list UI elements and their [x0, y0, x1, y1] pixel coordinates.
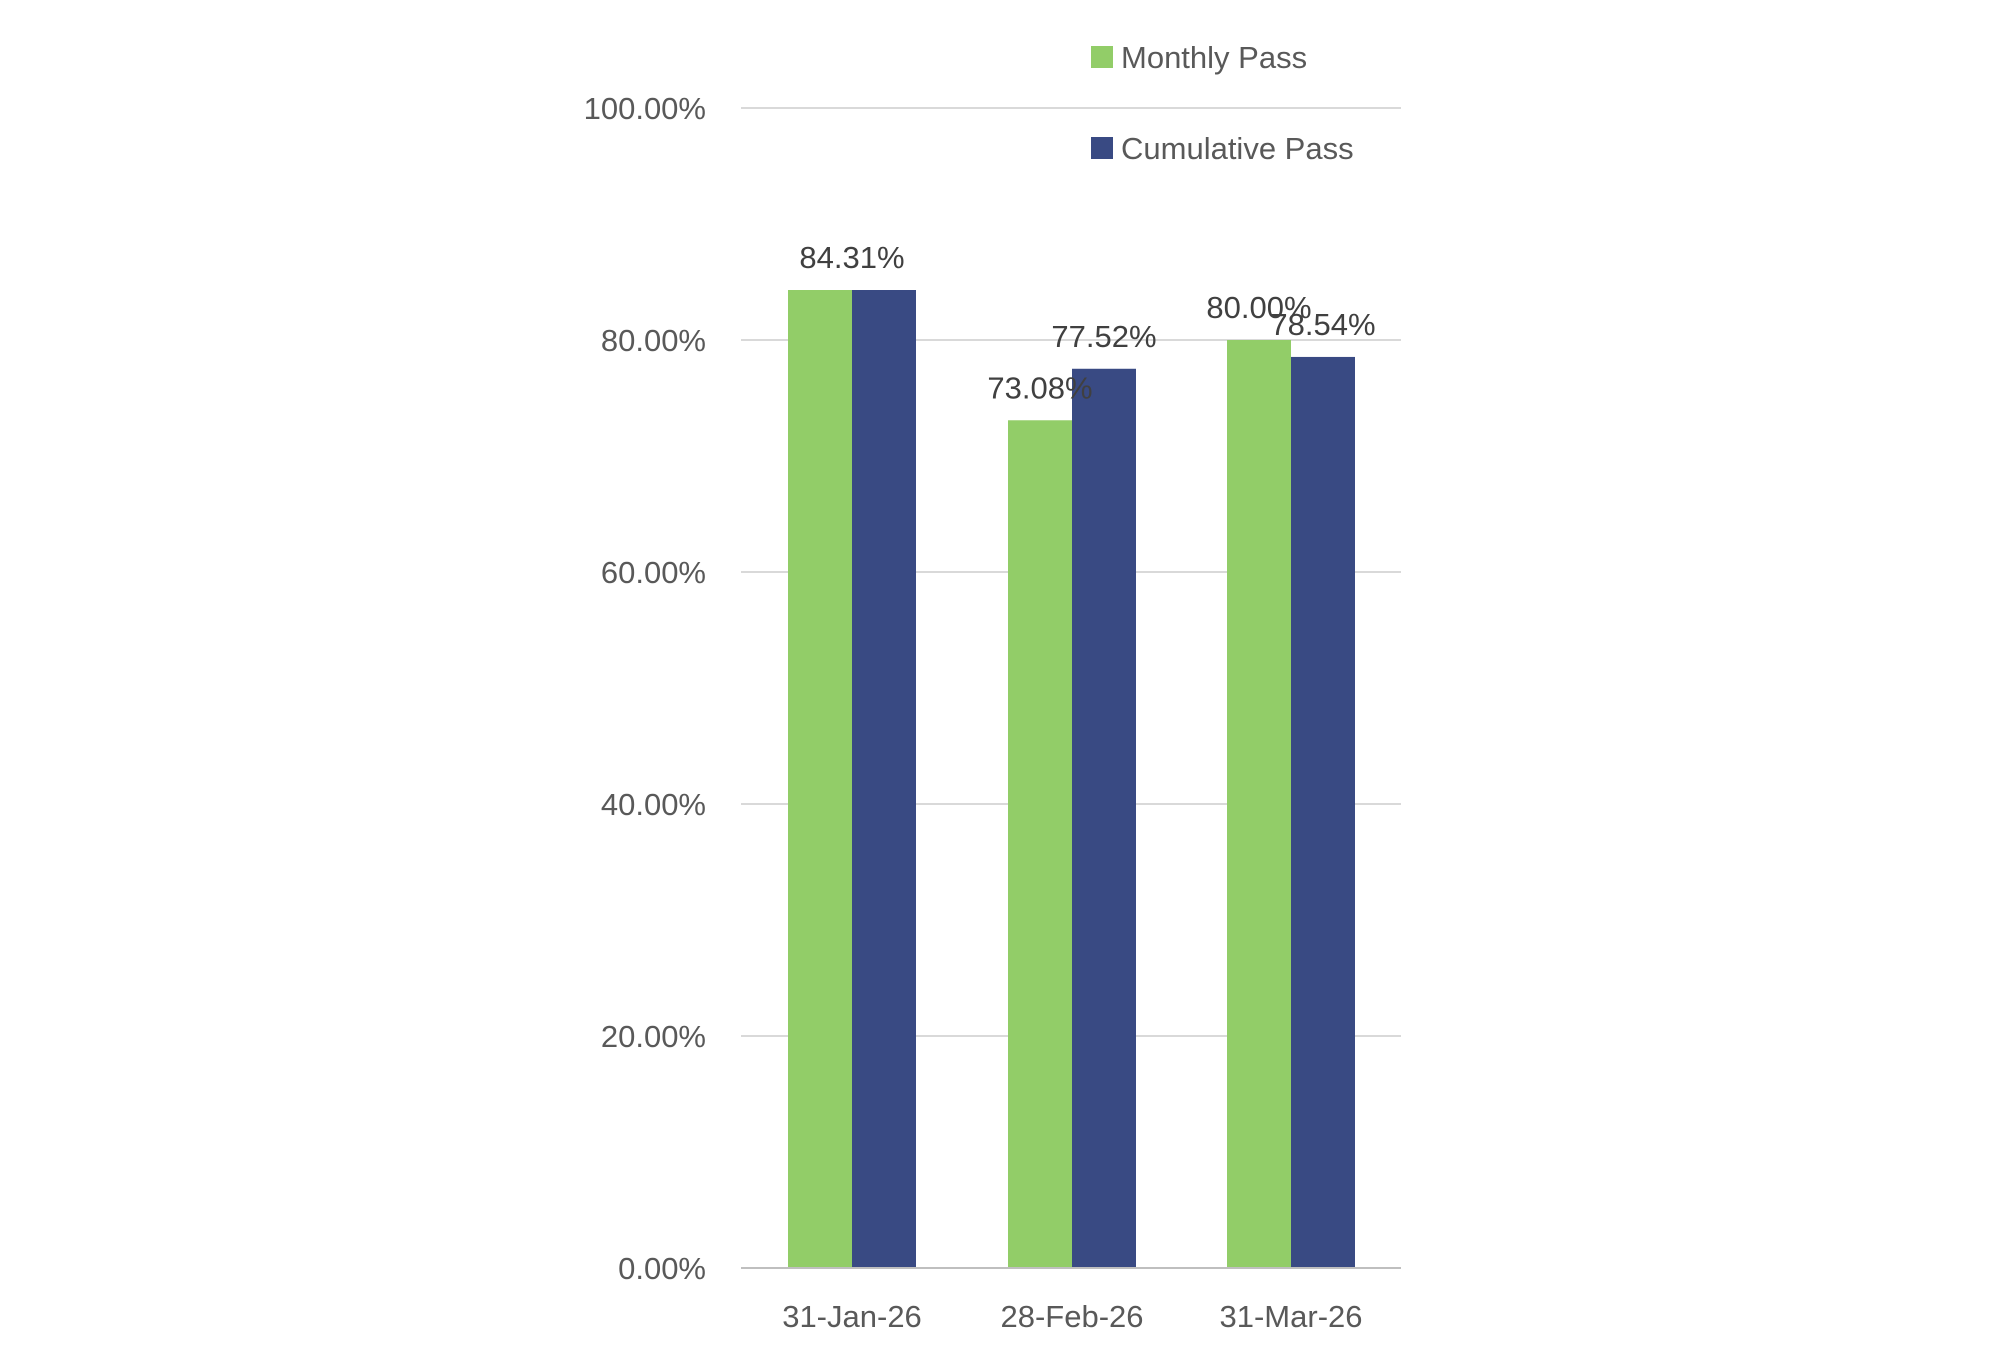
bar-cumulative-pass-1: [1072, 368, 1136, 1268]
legend-swatch-cumulative-pass: [1091, 137, 1113, 159]
legend-swatch-monthly-pass: [1091, 46, 1113, 68]
axes: 0.00% 20.00% 40.00% 60.00% 80.00% 100.00% 31-J…: [584, 91, 1401, 1334]
y-tick-label: 0.00%: [618, 1251, 706, 1286]
legend: Monthly Pass Cumulative Pass: [1091, 40, 1354, 166]
bar-monthly-pass-0: [788, 290, 852, 1268]
legend-label: Monthly Pass: [1121, 40, 1307, 75]
data-label: 73.08%: [987, 370, 1092, 405]
data-label: 84.31%: [799, 240, 904, 275]
bar-cumulative-pass-0: [852, 290, 916, 1268]
y-tick-label: 60.00%: [601, 555, 706, 590]
bar-cumulative-pass-2: [1291, 356, 1355, 1268]
bar-monthly-pass-1: [1008, 420, 1072, 1269]
x-tick-label: 31-Jan-26: [782, 1299, 922, 1334]
y-tick-label: 40.00%: [601, 787, 706, 822]
data-labels: 84.31% 73.08% 77.52% 80.00%78.54%: [799, 240, 1375, 405]
y-tick-label: 100.00%: [584, 91, 706, 126]
bar-monthly-pass-2: [1227, 340, 1291, 1268]
x-tick-label: 31-Mar-26: [1220, 1299, 1363, 1334]
bars: [788, 290, 1355, 1269]
x-tick-label: 28-Feb-26: [1000, 1299, 1143, 1334]
data-label: 78.54%: [1270, 307, 1375, 342]
data-label: 77.52%: [1051, 319, 1156, 354]
legend-label: Cumulative Pass: [1121, 131, 1354, 166]
y-tick-label: 80.00%: [601, 323, 706, 358]
data-label: 80.00%: [1206, 290, 1311, 325]
y-tick-label: 20.00%: [601, 1019, 706, 1054]
